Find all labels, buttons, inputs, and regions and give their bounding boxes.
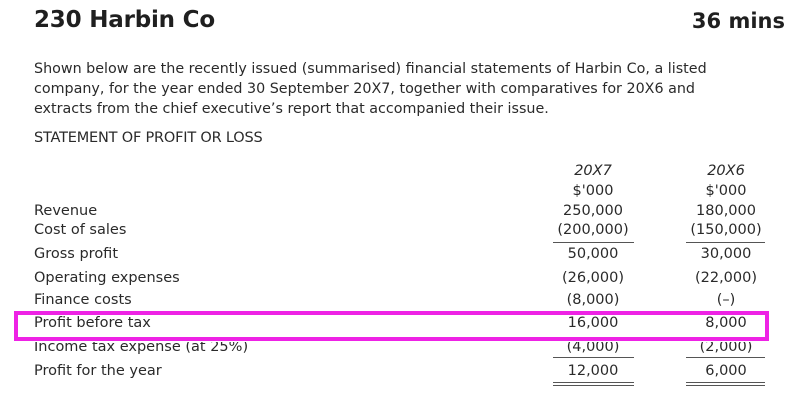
row-label-operating-expenses: Operating expenses — [34, 270, 180, 286]
column-unit-20x6: $'000 — [705, 183, 747, 199]
subtotal-rule — [553, 357, 634, 358]
column-unit-20x7: $'000 — [572, 183, 614, 199]
total-double-rule — [553, 385, 634, 386]
intro-line: company, for the year ended 30 September… — [34, 81, 696, 97]
cell-finance-costs-20x7: (8,000) — [566, 292, 620, 308]
cell-revenue-20x6: 180,000 — [696, 203, 756, 219]
statement-heading: STATEMENT OF PROFIT OR LOSS — [34, 130, 263, 146]
cell-operating-expenses-20x7: (26,000) — [561, 270, 625, 286]
intro-paragraph: Shown below are the recently issued (sum… — [34, 59, 794, 119]
cell-profit-for-the-year-20x7: 12,000 — [567, 363, 619, 379]
row-label-cost-of-sales: Cost of sales — [34, 222, 127, 238]
cell-gross-profit-20x7: 50,000 — [567, 246, 619, 262]
total-double-rule — [686, 385, 765, 386]
total-double-rule — [553, 382, 634, 383]
intro-line: Shown below are the recently issued (sum… — [34, 61, 707, 77]
row-label-income-tax-expense: Income tax expense (at 25%) — [34, 339, 249, 355]
row-label-finance-costs: Finance costs — [34, 292, 132, 308]
cell-income-tax-expense-20x6: (2,000) — [699, 339, 753, 355]
cell-gross-profit-20x6: 30,000 — [700, 246, 752, 262]
cell-revenue-20x7: 250,000 — [563, 203, 623, 219]
cell-finance-costs-20x6: (–) — [716, 292, 736, 308]
row-label-revenue: Revenue — [34, 203, 98, 219]
subtotal-rule — [686, 242, 765, 243]
intro-line: extracts from the chief executive’s repo… — [34, 101, 549, 117]
column-year-20x6: 20X6 — [707, 163, 745, 179]
cell-cost-of-sales-20x7: (200,000) — [557, 222, 629, 238]
cell-operating-expenses-20x6: (22,000) — [694, 270, 758, 286]
total-double-rule — [686, 382, 765, 383]
row-label-gross-profit: Gross profit — [34, 246, 119, 262]
cell-profit-before-tax-20x7: 16,000 — [567, 315, 619, 331]
row-label-profit-before-tax: Profit before tax — [34, 315, 151, 331]
time-allocation: 36 mins — [691, 9, 785, 33]
subtotal-rule — [553, 242, 634, 243]
cell-cost-of-sales-20x6: (150,000) — [690, 222, 762, 238]
subtotal-rule — [686, 357, 765, 358]
finance-costs-clip — [30, 307, 770, 313]
column-year-20x7: 20X7 — [574, 163, 612, 179]
page-title: 230 Harbin Co — [34, 7, 215, 33]
cell-profit-for-the-year-20x6: 6,000 — [705, 363, 747, 379]
cell-income-tax-expense-20x7: (4,000) — [566, 339, 620, 355]
cell-profit-before-tax-20x6: 8,000 — [705, 315, 747, 331]
income-tax-clip — [30, 337, 770, 342]
row-label-profit-for-the-year: Profit for the year — [34, 363, 162, 379]
